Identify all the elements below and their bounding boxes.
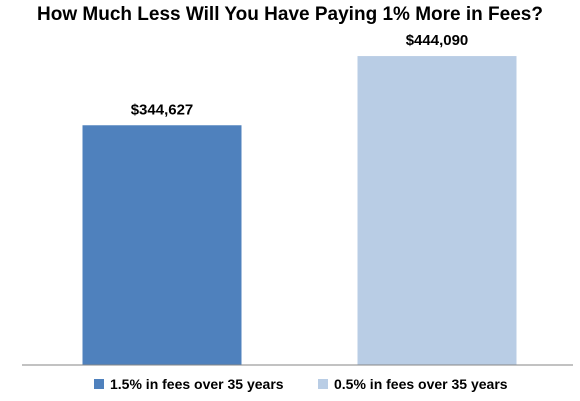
- legend-item-2: 0.5% in fees over 35 years: [318, 376, 508, 392]
- chart-title: How Much Less Will You Have Paying 1% Mo…: [37, 4, 543, 25]
- bar-2: [357, 56, 517, 366]
- legend-item-1: 1.5% in fees over 35 years: [94, 376, 284, 392]
- legend: 1.5% in fees over 35 years 0.5% in fees …: [0, 376, 580, 396]
- legend-label-1: 1.5% in fees over 35 years: [110, 376, 284, 392]
- legend-label-2: 0.5% in fees over 35 years: [334, 376, 508, 392]
- data-label-1: $344,627: [131, 101, 194, 118]
- legend-swatch-1: [94, 379, 104, 389]
- legend-swatch-2: [318, 379, 328, 389]
- bar-1: [82, 125, 242, 365]
- data-label-2: $444,090: [406, 32, 469, 49]
